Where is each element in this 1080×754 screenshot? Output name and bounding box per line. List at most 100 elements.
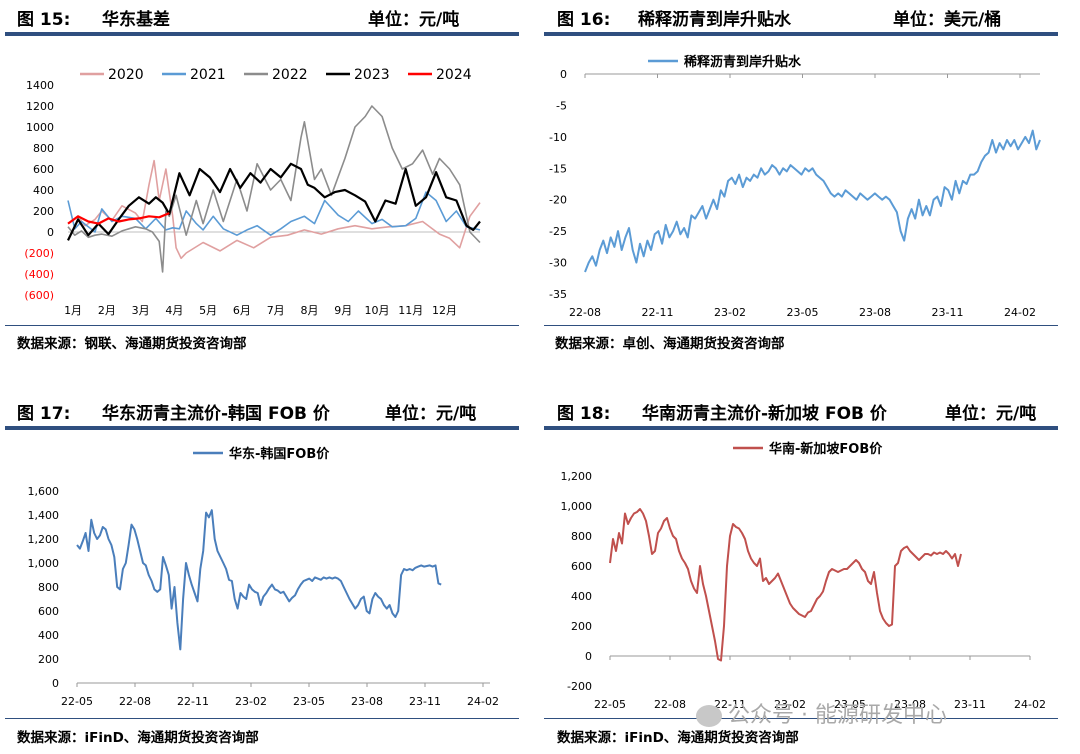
source-rule — [5, 718, 519, 719]
x-tick-label: 22-11 — [177, 695, 209, 708]
x-tick-label: 23-08 — [859, 306, 891, 319]
y-tick-label: 200 — [571, 620, 592, 633]
x-tick-label: 22-08 — [654, 698, 686, 711]
y-tick-label: 1000 — [26, 121, 54, 134]
x-tick-label: 23-11 — [954, 698, 986, 711]
x-tick-label: 9月 — [334, 304, 352, 317]
y-tick-label: 400 — [38, 629, 59, 642]
watermark-label: 公众号 · 能源研发中心 — [728, 703, 947, 728]
source-text: 数据来源：卓创、海通期货投资咨询部 — [555, 336, 785, 352]
y-tick-label: 800 — [571, 530, 592, 543]
x-tick-label: 22-11 — [642, 306, 674, 319]
panel-title: 华东基差 — [102, 10, 170, 30]
legend-label: 华南-新加坡FOB价 — [769, 441, 883, 457]
figure-label: 图 18: — [557, 404, 611, 424]
y-tick-label: (600) — [24, 289, 54, 302]
unit-label: 单位：元/吨 — [945, 404, 1037, 424]
legend-label-2023: 2023 — [354, 67, 390, 83]
x-tick-label: 6月 — [233, 304, 251, 317]
source-text: 数据来源：钢联、海通期货投资咨询部 — [17, 336, 247, 352]
x-tick-label: 23-05 — [787, 306, 819, 319]
y-tick-label: 0 — [560, 68, 567, 81]
x-tick-label: 23-02 — [774, 698, 806, 711]
panel-title: 华东沥青主流价-韩国 FOB 价 — [102, 404, 330, 424]
y-tick-label: 800 — [38, 581, 59, 594]
x-tick-label: 10月 — [365, 304, 390, 317]
source-text: 数据来源：iFinD、海通期货投资咨询部 — [557, 730, 799, 746]
legend-label-2020: 2020 — [108, 67, 144, 83]
wechat-icon — [696, 705, 722, 727]
panel-18: 图 18: 华南沥青主流价-新加坡 FOB 价 单位：元/吨 1,200 1,00… — [540, 377, 1080, 754]
x-tick-label: 22-11 — [714, 698, 746, 711]
title-rule — [544, 32, 1058, 36]
legend-label-2024: 2024 — [436, 67, 472, 83]
unit-label: 单位：元/吨 — [368, 10, 460, 30]
y-tick-label: 200 — [33, 205, 54, 218]
x-tick-label: 22-05 — [594, 698, 626, 711]
panel-title: 华南沥青主流价-新加坡 FOB 价 — [642, 404, 887, 424]
y-tick-label: 1400 — [26, 79, 54, 92]
figure-label: 图 15: — [17, 10, 71, 30]
series-line-2020 — [67, 159, 481, 260]
x-tick-label: 3月 — [132, 304, 150, 317]
y-tick-label: 600 — [33, 163, 54, 176]
series-line — [76, 509, 442, 651]
y-tick-label: -20 — [549, 194, 567, 207]
series-line-2022 — [67, 105, 481, 273]
y-tick-label: -200 — [567, 680, 592, 693]
x-tick-label: 12月 — [432, 304, 457, 317]
y-tick-label: -30 — [549, 257, 567, 270]
source-rule — [544, 718, 1058, 719]
x-tick-label: 7月 — [267, 304, 285, 317]
y-tick-label: 0 — [585, 650, 592, 663]
x-tick-label: 23-05 — [293, 695, 325, 708]
source-rule — [544, 325, 1058, 326]
x-tick-label: 8月 — [300, 304, 318, 317]
series-line-2024 — [67, 212, 170, 225]
x-tick-label: 5月 — [199, 304, 217, 317]
x-tick-label: 2月 — [98, 304, 116, 317]
legend-label-2022: 2022 — [272, 67, 308, 83]
x-tick-label: 23-02 — [714, 306, 746, 319]
x-tick-label: 11月 — [398, 304, 423, 317]
watermark-text: 公众号 · 能源研发中心 — [696, 697, 947, 729]
unit-label: 单位：元/吨 — [385, 404, 477, 424]
x-tick-label: 4月 — [165, 304, 183, 317]
x-tick-label: 22-08 — [569, 306, 601, 319]
panel-16: 图 16: 稀释沥青到岸升贴水 单位：美元/桶 0 -5 -10 -15 -20 -25 -… — [540, 0, 1080, 377]
y-tick-label: -10 — [549, 131, 567, 144]
chart-huadong-basis: 1400 1200 1000 800 600 400 200 0 (200) (400) (600)… — [24, 67, 481, 317]
title-rule — [544, 426, 1058, 430]
legend-label-2021: 2021 — [190, 67, 226, 83]
y-tick-label: 200 — [38, 653, 59, 666]
y-tick-label: 1200 — [26, 100, 54, 113]
y-tick-label: -25 — [549, 225, 567, 238]
y-tick-label: (200) — [24, 247, 54, 260]
y-tick-label: 1,000 — [561, 500, 593, 513]
y-tick-label: 600 — [38, 605, 59, 618]
legend-label: 稀释沥青到岸升贴水 — [684, 54, 802, 70]
x-tick-label: 22-08 — [119, 695, 151, 708]
source-rule — [5, 325, 519, 326]
x-tick-label: 23-11 — [932, 306, 964, 319]
y-tick-label: 1,200 — [561, 470, 593, 483]
y-tick-label: 1,400 — [28, 509, 60, 522]
x-tick-label: 23-08 — [894, 698, 926, 711]
y-tick-label: 1,200 — [28, 533, 60, 546]
legend-label: 华东-韩国FOB价 — [229, 446, 330, 462]
y-tick-label: 0 — [52, 677, 59, 690]
series-line — [584, 129, 1041, 273]
source-text: 数据来源：iFinD、海通期货投资咨询部 — [17, 730, 259, 746]
series-line — [609, 508, 962, 662]
figure-label: 图 16: — [557, 10, 611, 30]
y-tick-label: 1,600 — [28, 485, 60, 498]
y-tick-label: -5 — [556, 99, 567, 112]
y-tick-label: 400 — [33, 184, 54, 197]
y-tick-label: 0 — [47, 226, 54, 239]
y-tick-label: 1,000 — [28, 557, 60, 570]
panel-15: 图 15: 华东基差 单位：元/吨 1400 1200 1000 800 600 400 2… — [0, 0, 535, 377]
x-tick-label: 24-02 — [1014, 698, 1046, 711]
x-tick-label: 23-11 — [409, 695, 441, 708]
x-tick-label: 23-05 — [834, 698, 866, 711]
